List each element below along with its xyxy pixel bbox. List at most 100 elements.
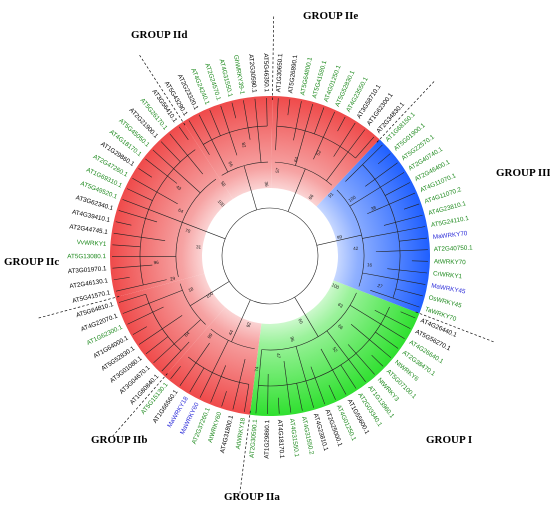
clade-sector-iib xyxy=(115,273,226,377)
leaf-branch xyxy=(113,277,130,281)
leaf-label: AT5G64800.1 xyxy=(299,56,314,96)
leaf-label: AT5G26890.1 xyxy=(287,54,299,94)
leaf-branch xyxy=(275,98,279,151)
leaf-branch xyxy=(189,367,205,393)
leaf-branch xyxy=(365,162,398,187)
clade-sector-iie xyxy=(271,96,380,207)
leaf-branch xyxy=(267,373,269,414)
leaf-branch xyxy=(145,158,178,184)
leaf-branch xyxy=(371,354,384,367)
group-separator xyxy=(111,373,168,438)
leaf-label: CrWRKY1 xyxy=(433,270,463,280)
leaf-label: AtWRKY18 xyxy=(235,417,247,450)
clade-arc xyxy=(203,125,268,145)
leaf-label: AT4G18170.1 xyxy=(276,420,285,460)
bootstrap-value: 27 xyxy=(377,283,384,289)
clade-spoke xyxy=(182,222,226,240)
leaf-label: AT2G44745.1 xyxy=(69,223,109,236)
leaf-label: AT5G13080.1 xyxy=(67,253,106,260)
leaf-branch xyxy=(179,342,210,386)
leaf-branch xyxy=(283,361,292,413)
leaf-branch xyxy=(295,103,314,166)
bootstrap-value: 66 xyxy=(337,323,344,330)
leaf-branch xyxy=(287,99,291,116)
clade-arc xyxy=(187,356,249,385)
leaf-branch xyxy=(220,105,238,156)
leaf-branch xyxy=(347,344,375,375)
leaf-branch xyxy=(152,149,201,194)
leaf-branch xyxy=(118,210,158,223)
bootstrap-value: 70 xyxy=(185,228,192,234)
group-separator xyxy=(272,16,275,101)
leaf-branch xyxy=(153,319,201,364)
leaf-branch xyxy=(127,306,164,325)
leaf-branch xyxy=(310,366,326,405)
leaf-branch xyxy=(199,340,229,398)
bootstrap-value: 64 xyxy=(293,156,299,163)
leaf-branch xyxy=(126,188,153,201)
leaf-branch xyxy=(296,383,303,411)
leaf-branch xyxy=(403,203,420,210)
leaf-label: AT1G30650.1 xyxy=(275,53,284,93)
leaf-branch xyxy=(333,122,356,157)
clade-sector-iia xyxy=(164,307,262,415)
tree-branches xyxy=(111,98,428,414)
leaf-branch xyxy=(138,315,183,345)
leaf-branch xyxy=(243,100,251,140)
bootstrap-value: 36 xyxy=(264,181,269,187)
clade-spoke xyxy=(287,168,306,212)
leaf-branch xyxy=(313,111,335,160)
bootstrap-value: 99 xyxy=(336,234,343,240)
leaf-label: AT4G31550.2 xyxy=(300,416,315,456)
bootstrap-value: 100 xyxy=(217,199,226,208)
clade-sectors xyxy=(110,96,430,416)
bootstrap-value: 96 xyxy=(289,336,295,343)
leaf-label: AT5G46350.1 xyxy=(262,53,270,92)
clade-sector-i xyxy=(249,280,420,416)
leaf-branch xyxy=(374,309,411,329)
leaf-branch xyxy=(370,290,420,308)
leaf-branch xyxy=(326,129,366,181)
bootstrap-value: 64 xyxy=(177,207,184,214)
leaf-branch xyxy=(115,221,132,226)
group-label-iia: GROUP IIa xyxy=(224,491,280,503)
leaf-branch xyxy=(337,116,346,132)
clade-spoke xyxy=(231,299,251,342)
bootstrap-value: 100 xyxy=(347,194,357,203)
bootstrap-value: 66 xyxy=(227,161,234,168)
clade-spoke xyxy=(294,297,319,337)
leaf-branch xyxy=(314,107,325,134)
leaf-label: AT4G31550.1 xyxy=(288,418,300,458)
leaf-label: AT2G46130.1 xyxy=(69,277,109,290)
leaf-branch xyxy=(138,168,153,178)
leaf-branch xyxy=(188,120,210,155)
bootstrap-value: 60 xyxy=(297,318,304,325)
leaf-label: GhWRKY39-1 xyxy=(232,54,246,95)
group-separator xyxy=(239,410,251,495)
clade-arc xyxy=(276,125,356,159)
leaf-branch xyxy=(170,366,181,379)
clade-arc xyxy=(145,294,182,351)
bootstrap-labels: 100 63 66 52 60 96 47 74 92 44 99 84 100 18 29 96 31 70 64… xyxy=(153,142,383,372)
leaf-label: AT2G40750.1 xyxy=(434,245,473,254)
leaf-branch xyxy=(387,268,428,274)
bootstrap-value: 43 xyxy=(175,184,182,191)
leaf-branch xyxy=(375,249,428,253)
group-label-iii: GROUP III xyxy=(496,167,550,179)
clade-arc xyxy=(362,164,401,299)
leaf-branch xyxy=(293,101,302,141)
leaf-branch xyxy=(231,102,237,119)
group-separator xyxy=(138,54,186,126)
bootstrap-value: 31 xyxy=(196,244,202,250)
leaf-branch xyxy=(350,323,392,358)
bootstrap-value: 47 xyxy=(276,353,281,359)
group-label-iid: GROUP IId xyxy=(131,29,188,41)
bootstrap-value: 58 xyxy=(220,180,227,187)
leaf-label: AT4G31800.1 xyxy=(219,414,235,454)
root-ring xyxy=(221,207,319,305)
leaf-branch xyxy=(198,114,229,173)
bootstrap-value: 82 xyxy=(241,142,247,149)
leaf-label: MaWRKY70 xyxy=(433,230,469,241)
bootstrap-value: 84 xyxy=(183,330,190,337)
